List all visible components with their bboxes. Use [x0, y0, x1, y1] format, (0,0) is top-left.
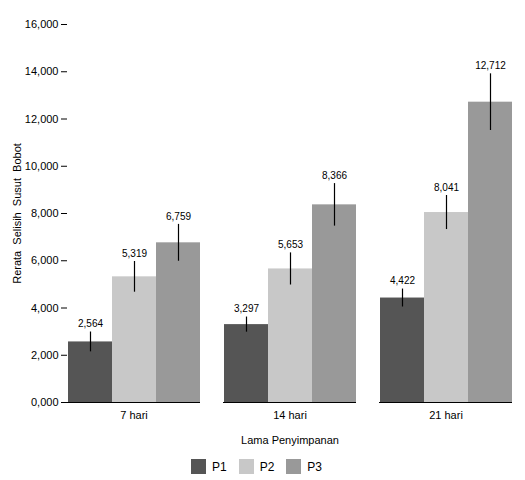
svg-text:3,297: 3,297: [234, 303, 259, 314]
svg-text:21 hari: 21 hari: [429, 409, 463, 421]
svg-text:5,319: 5,319: [122, 248, 147, 259]
svg-text:14 hari: 14 hari: [273, 409, 307, 421]
svg-text:5,653: 5,653: [278, 239, 303, 250]
svg-text:2,564: 2,564: [78, 318, 103, 329]
svg-text:16,000: 16,000: [25, 18, 59, 30]
svg-text:6,000: 6,000: [31, 254, 59, 266]
html-text:P2: P2: [259, 459, 275, 474]
svg-text:8,041: 8,041: [434, 182, 459, 193]
svg-text:4,000: 4,000: [31, 302, 59, 314]
svg-text:8,366: 8,366: [322, 170, 347, 181]
svg-text:4,422: 4,422: [390, 275, 415, 286]
svg-text:8,000: 8,000: [31, 207, 59, 219]
svg-text:7 hari: 7 hari: [120, 409, 148, 421]
svg-text:6,759: 6,759: [166, 211, 191, 222]
svg-text:Lama Penyimpanan: Lama Penyimpanan: [241, 434, 339, 446]
svg-text:10,000: 10,000: [25, 160, 59, 172]
svg-text:12,000: 12,000: [25, 113, 59, 125]
html-text:P3: P3: [307, 459, 322, 474]
svg-text:Rerata Selisih Susut Bobot: Rerata Selisih Susut Bobot: [11, 143, 23, 284]
svg-text:2,000: 2,000: [31, 349, 59, 361]
html-text:P1: P1: [212, 459, 227, 474]
svg-text:12,712: 12,712: [475, 60, 506, 71]
svg-text:14,000: 14,000: [25, 65, 59, 77]
svg-text:0,000: 0,000: [31, 396, 59, 408]
